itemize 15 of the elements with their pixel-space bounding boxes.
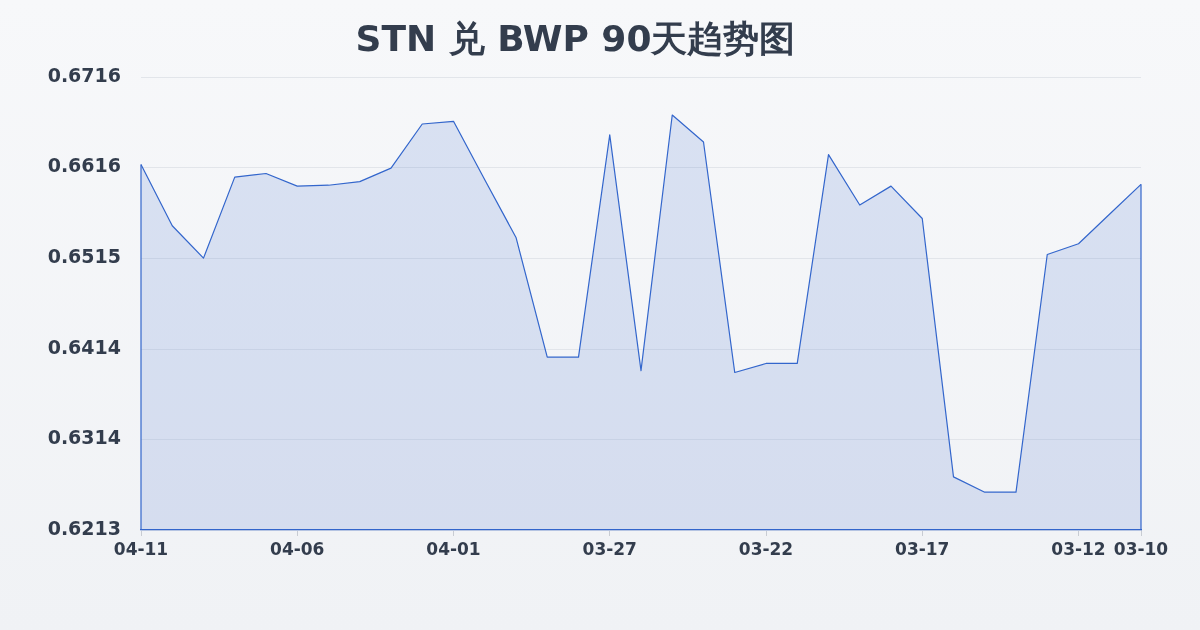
x-tick-label: 03-17: [895, 538, 950, 559]
x-tick-label: 04-01: [426, 538, 481, 559]
x-tick-label: 03-22: [738, 538, 794, 559]
y-tick-label: 0.6515: [47, 245, 121, 268]
y-tick-label: 0.6213: [47, 516, 121, 539]
y-tick-label: 0.6616: [47, 154, 121, 177]
x-tick-label: 03-12: [1051, 538, 1106, 559]
x-tick-label: 03-27: [582, 538, 637, 559]
y-tick-label: 0.6314: [47, 426, 121, 449]
x-tick-label: 04-06: [270, 538, 325, 559]
chart-title: STN 兑 BWP 90天趋势图: [355, 17, 796, 59]
x-tick-label: 03-10: [1113, 538, 1169, 559]
y-tick-label: 0.6414: [47, 336, 121, 358]
x-tick-label: 04-11: [113, 538, 169, 559]
y-tick-label: 0.6716: [47, 64, 121, 87]
